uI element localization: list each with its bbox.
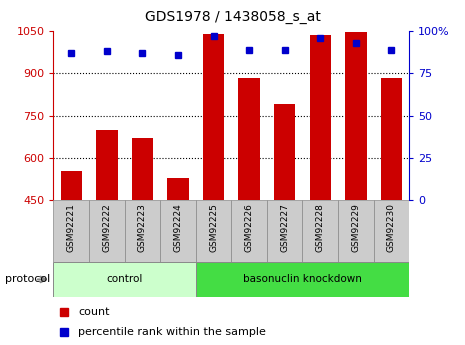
Bar xyxy=(303,200,338,262)
Bar xyxy=(160,200,196,262)
Bar xyxy=(96,130,118,200)
Bar xyxy=(232,200,267,262)
Bar xyxy=(267,200,303,262)
Bar xyxy=(125,200,160,262)
Text: count: count xyxy=(79,307,110,317)
Text: GSM92222: GSM92222 xyxy=(102,203,111,252)
Text: GSM92228: GSM92228 xyxy=(316,203,325,252)
Text: GSM92221: GSM92221 xyxy=(67,203,76,252)
Bar xyxy=(53,200,89,262)
Bar xyxy=(60,170,82,200)
Bar xyxy=(53,262,196,297)
Text: GSM92230: GSM92230 xyxy=(387,203,396,252)
Bar xyxy=(310,35,331,200)
Bar xyxy=(381,78,402,200)
Bar xyxy=(89,200,125,262)
Text: GSM92229: GSM92229 xyxy=(352,203,360,252)
Text: control: control xyxy=(106,275,143,284)
Bar xyxy=(132,138,153,200)
Bar xyxy=(203,34,224,200)
Text: GSM92224: GSM92224 xyxy=(173,203,182,252)
Bar xyxy=(239,78,260,200)
Bar xyxy=(274,104,295,200)
Bar xyxy=(338,200,374,262)
Text: GSM92226: GSM92226 xyxy=(245,203,253,252)
Bar xyxy=(196,200,232,262)
Text: GSM92227: GSM92227 xyxy=(280,203,289,252)
Bar xyxy=(196,262,409,297)
Text: GSM92223: GSM92223 xyxy=(138,203,147,252)
Text: GSM92225: GSM92225 xyxy=(209,203,218,252)
Text: percentile rank within the sample: percentile rank within the sample xyxy=(79,327,266,337)
Text: protocol: protocol xyxy=(5,275,50,284)
Text: GDS1978 / 1438058_s_at: GDS1978 / 1438058_s_at xyxy=(145,10,320,24)
Bar xyxy=(374,200,409,262)
Text: basonuclin knockdown: basonuclin knockdown xyxy=(243,275,362,284)
Bar xyxy=(345,32,366,200)
Bar xyxy=(167,178,189,200)
